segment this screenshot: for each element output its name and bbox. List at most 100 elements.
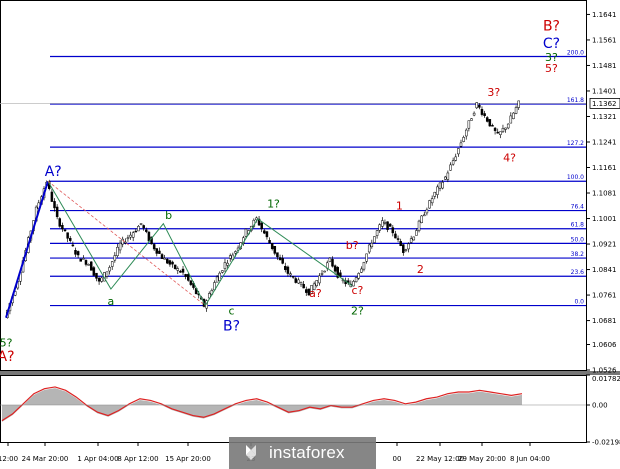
candle-body	[365, 253, 368, 262]
candle-body	[381, 220, 384, 227]
candle-body	[386, 221, 389, 230]
candle-body	[221, 270, 224, 273]
wave-label: 2	[417, 263, 424, 276]
candle-body	[124, 241, 127, 244]
wave-label: 2?	[351, 305, 364, 318]
candle-body	[294, 278, 298, 283]
wave-label: B?	[223, 318, 240, 334]
wave-label: c	[228, 305, 234, 318]
instaforex-watermark: instaforex	[229, 437, 376, 469]
candle-body	[268, 240, 271, 244]
time-tick-label: 22 May 12:00	[416, 455, 464, 463]
price-axis: 1.1641 1.1561 1.1481 1.1401 1.1321 1.1241 1.11…	[586, 11, 620, 375]
candle-body	[457, 148, 460, 155]
price-tick-label: 1.1561	[592, 36, 617, 44]
wave-abc-line	[47, 180, 206, 306]
candle-body	[444, 176, 447, 180]
candle-body	[207, 293, 211, 299]
wave-label: b	[165, 209, 172, 222]
fibonacci-levels: 0.0 23.6 38.2 50.0 61.8 76.4 100.0 127.2 161.8 20…	[0, 50, 586, 307]
candle-body	[485, 117, 489, 122]
candle-body	[84, 260, 88, 265]
fib-level-label: 50.0	[571, 236, 585, 243]
candle-body	[499, 131, 502, 135]
candle-body	[467, 120, 471, 129]
candle-body	[87, 264, 90, 266]
time-tick-label: 29 May 20:00	[458, 455, 506, 463]
candle-body	[402, 244, 405, 253]
oscillator-signal-line	[1, 386, 523, 422]
candle-body	[142, 225, 145, 229]
fib-level-label: 61.8	[571, 222, 585, 229]
candle-body	[438, 182, 442, 189]
candle-body	[331, 259, 334, 267]
candle-body	[305, 289, 308, 293]
candle-body	[501, 128, 505, 132]
price-tick-label: 1.1001	[592, 215, 617, 223]
candle-body	[360, 268, 363, 273]
candle-body	[399, 241, 402, 246]
watermark-text: instaforex	[269, 443, 345, 462]
candle-body	[478, 105, 481, 108]
candle-body	[278, 257, 282, 261]
chart-frames	[0, 0, 620, 443]
time-tick-label: 8 Apr 12:00	[117, 455, 158, 463]
candle-body	[189, 280, 193, 285]
candle-body	[449, 164, 452, 171]
candle-body	[179, 270, 182, 273]
wave-12-line	[204, 218, 353, 306]
candle-body	[58, 218, 62, 227]
candle-body	[412, 236, 416, 241]
candle-body	[223, 262, 227, 269]
candle-body	[470, 118, 473, 121]
wave-pattern-lines	[5, 180, 353, 318]
time-tick-label: 24 Mar 20:00	[22, 455, 69, 463]
candle-body	[155, 248, 159, 254]
candle-body	[139, 223, 143, 225]
candle-body	[375, 230, 379, 236]
candle-body	[396, 238, 400, 240]
price-tick-label: 1.0921	[592, 241, 617, 249]
candle-body	[506, 123, 510, 129]
candle-body	[215, 276, 219, 283]
candle-body	[113, 255, 117, 261]
candle-body	[121, 238, 124, 245]
candle-body	[488, 119, 492, 127]
candle-body	[284, 265, 287, 270]
wave-label: 3?	[487, 86, 500, 99]
candle-body	[286, 266, 290, 274]
candle-body	[74, 250, 77, 255]
candle-body	[436, 186, 439, 195]
candle-body	[244, 228, 248, 237]
candle-body	[108, 267, 111, 272]
candle-body	[451, 160, 455, 165]
wave-label: 3?	[545, 51, 558, 64]
fib-level-label: 161.8	[567, 97, 584, 104]
fib-level-label: 23.6	[571, 269, 585, 276]
fib-level-label: 38.2	[571, 251, 585, 258]
candle-body	[63, 229, 67, 232]
candle-body	[53, 201, 56, 209]
candle-body	[307, 288, 311, 296]
candle-body	[79, 258, 82, 262]
candle-body	[257, 218, 261, 226]
candle-body	[315, 280, 319, 286]
candle-body	[265, 231, 269, 238]
candle-body	[310, 285, 313, 294]
main-plot-frame	[0, 0, 587, 371]
price-tick-label: 1.0841	[592, 266, 617, 274]
candle-body	[137, 226, 140, 232]
candle-body	[281, 258, 284, 264]
candle-body	[394, 233, 397, 239]
candle-body	[328, 257, 332, 262]
candle-body	[297, 279, 300, 284]
candle-body	[318, 275, 321, 284]
candle-body	[166, 259, 169, 264]
wave-label: 5?	[0, 336, 13, 349]
candle-body	[263, 230, 266, 234]
oscillator-tick-label: -0.02198	[592, 439, 620, 447]
candle-body	[92, 267, 96, 276]
candle-body	[352, 281, 355, 287]
candle-body	[420, 215, 423, 223]
